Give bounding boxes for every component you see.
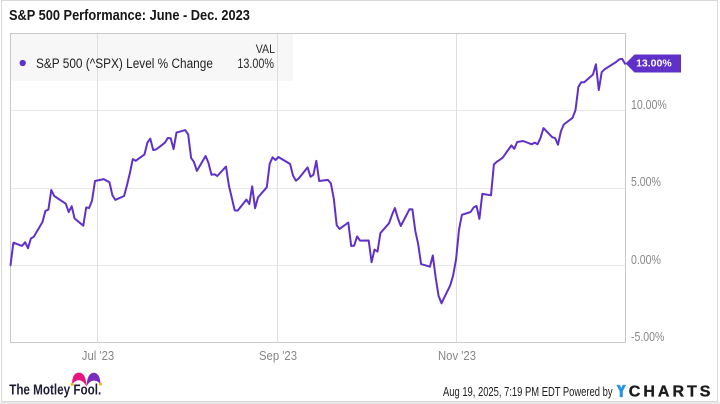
svg-text:13.00%: 13.00% — [636, 57, 672, 69]
svg-text:The Motley Fool.: The Motley Fool. — [9, 382, 101, 399]
svg-text:CHARTS: CHARTS — [629, 384, 714, 401]
